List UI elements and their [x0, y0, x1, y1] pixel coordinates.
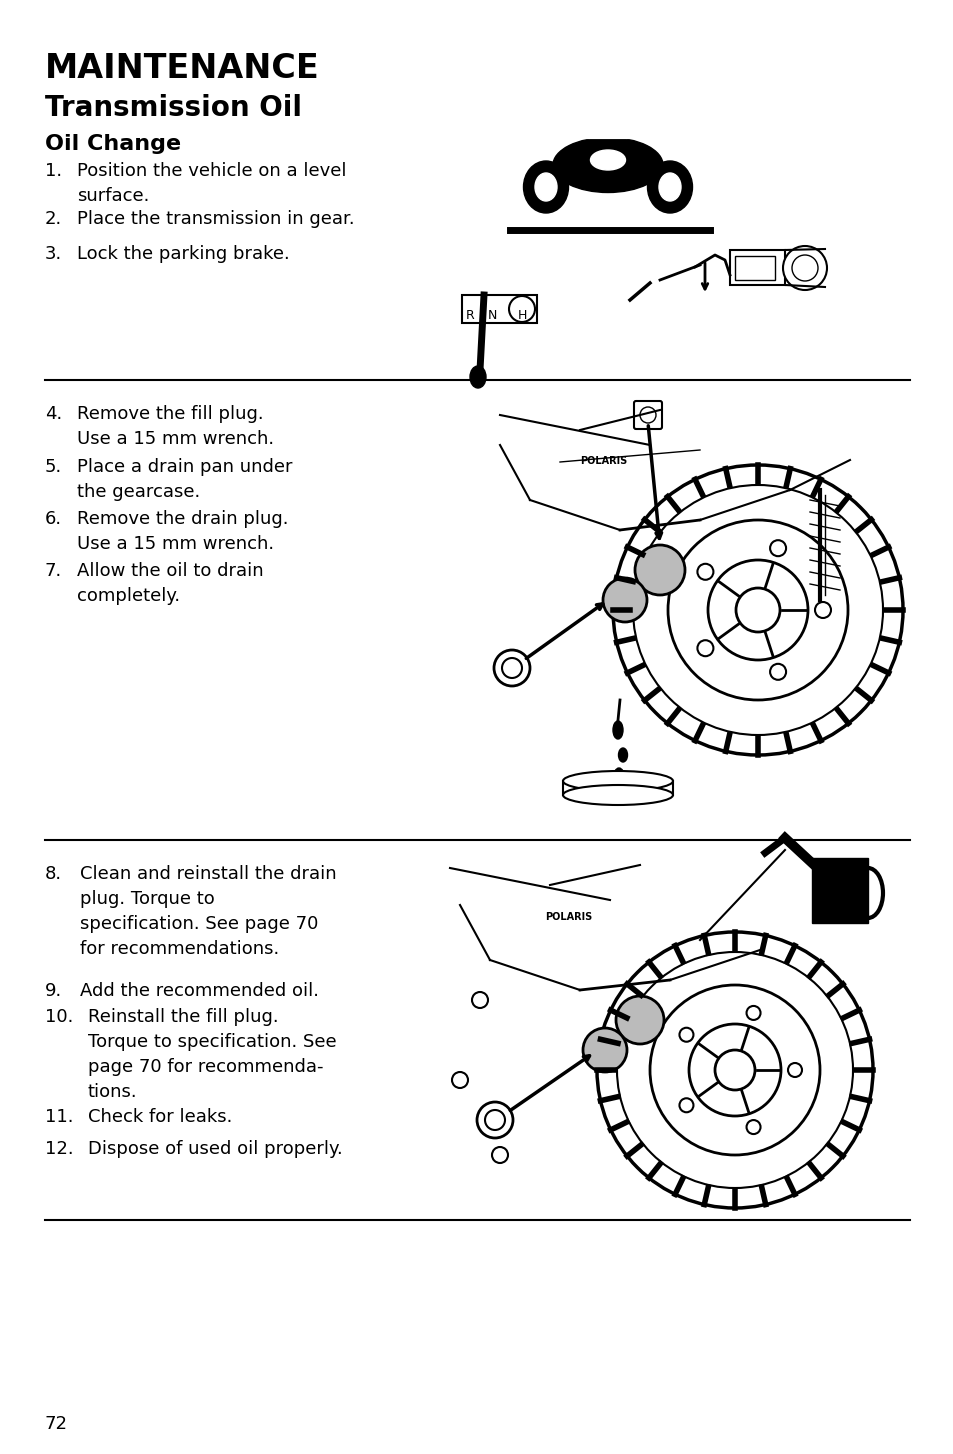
Text: 4.: 4. [45, 406, 62, 423]
Text: Oil Change: Oil Change [45, 134, 181, 154]
Bar [811, 858, 867, 923]
Bar [461, 295, 537, 323]
Circle shape [476, 1102, 513, 1138]
Text: 1.: 1. [45, 161, 62, 180]
Circle shape [472, 992, 488, 1008]
Text: 11.: 11. [45, 1108, 73, 1125]
Circle shape [616, 996, 663, 1044]
Circle shape [613, 465, 902, 755]
Circle shape [509, 297, 535, 321]
Text: Allow the oil to drain
completely.: Allow the oil to drain completely. [77, 563, 263, 605]
Text: POLARIS: POLARIS [544, 912, 592, 922]
Circle shape [667, 521, 847, 699]
Text: 7.: 7. [45, 563, 62, 580]
Circle shape [714, 1050, 754, 1090]
Text: Transmission Oil: Transmission Oil [45, 95, 302, 122]
Text: Lock the parking brake.: Lock the parking brake. [77, 246, 290, 263]
Circle shape [452, 1072, 468, 1088]
Circle shape [791, 254, 817, 281]
Text: Place a drain pan under
the gearcase.: Place a drain pan under the gearcase. [77, 458, 293, 502]
Text: Position the vehicle on a level
surface.: Position the vehicle on a level surface. [77, 161, 346, 205]
Text: Dispose of used oil properly.: Dispose of used oil properly. [88, 1140, 342, 1157]
Circle shape [501, 659, 521, 678]
Circle shape [484, 1109, 504, 1130]
Circle shape [494, 650, 530, 686]
Circle shape [617, 952, 852, 1188]
Ellipse shape [470, 366, 485, 388]
Circle shape [639, 407, 656, 423]
Ellipse shape [590, 150, 625, 170]
Text: 9.: 9. [45, 981, 62, 1000]
Circle shape [814, 602, 830, 618]
Circle shape [787, 1063, 801, 1077]
Circle shape [679, 1028, 693, 1041]
Text: Remove the drain plug.
Use a 15 mm wrench.: Remove the drain plug. Use a 15 mm wrenc… [77, 510, 288, 553]
Ellipse shape [553, 138, 662, 192]
Text: Add the recommended oil.: Add the recommended oil. [80, 981, 318, 1000]
Circle shape [649, 984, 820, 1154]
Circle shape [697, 640, 713, 656]
Circle shape [769, 541, 785, 557]
Bar [729, 250, 784, 285]
Text: Remove the fill plug.
Use a 15 mm wrench.: Remove the fill plug. Use a 15 mm wrench… [77, 406, 274, 448]
Text: 2.: 2. [45, 209, 62, 228]
Circle shape [688, 1024, 781, 1117]
Ellipse shape [562, 771, 672, 791]
Circle shape [735, 587, 780, 632]
Circle shape [746, 1120, 760, 1134]
Text: 12.: 12. [45, 1140, 73, 1157]
Circle shape [582, 1028, 626, 1072]
Bar [734, 256, 774, 281]
Text: Place the transmission in gear.: Place the transmission in gear. [77, 209, 355, 228]
Text: 8.: 8. [45, 865, 62, 883]
Circle shape [746, 1006, 760, 1019]
Circle shape [697, 564, 713, 580]
Ellipse shape [535, 173, 557, 201]
Circle shape [679, 1098, 693, 1112]
Text: 10.: 10. [45, 1008, 73, 1027]
Circle shape [633, 486, 882, 736]
Circle shape [635, 545, 684, 595]
Text: 5.: 5. [45, 458, 62, 475]
Circle shape [492, 1147, 507, 1163]
Text: POLARIS: POLARIS [579, 457, 626, 465]
Text: Clean and reinstall the drain
plug. Torque to
specification. See page 70
for rec: Clean and reinstall the drain plug. Torq… [80, 865, 336, 958]
Text: R: R [465, 310, 475, 321]
Text: 6.: 6. [45, 510, 62, 528]
Ellipse shape [613, 768, 624, 788]
Circle shape [782, 246, 826, 289]
Circle shape [707, 560, 807, 660]
Text: Check for leaks.: Check for leaks. [88, 1108, 233, 1125]
Ellipse shape [613, 721, 622, 739]
Text: H: H [517, 310, 526, 321]
Circle shape [769, 664, 785, 680]
Ellipse shape [647, 161, 692, 212]
Ellipse shape [562, 785, 672, 806]
Text: MAINTENANCE: MAINTENANCE [45, 52, 319, 84]
Ellipse shape [618, 747, 627, 762]
Circle shape [597, 932, 872, 1208]
Text: 3.: 3. [45, 246, 62, 263]
Ellipse shape [659, 173, 680, 201]
FancyBboxPatch shape [634, 401, 661, 429]
Text: N: N [488, 310, 497, 321]
Text: Reinstall the fill plug.
Torque to specification. See
page 70 for recommenda-
ti: Reinstall the fill plug. Torque to speci… [88, 1008, 336, 1101]
Circle shape [602, 579, 646, 622]
Text: 72: 72 [45, 1415, 68, 1434]
Ellipse shape [523, 161, 568, 212]
